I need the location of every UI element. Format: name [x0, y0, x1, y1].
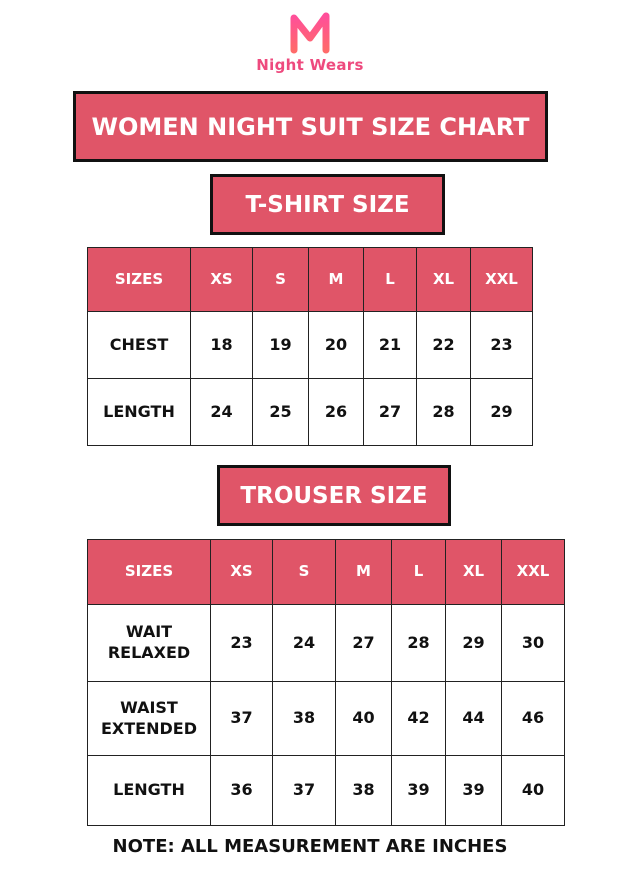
trouser-heading: TROUSER SIZE	[217, 465, 451, 526]
size-value: 24	[190, 378, 253, 446]
size-value: 22	[416, 311, 471, 379]
column-header: XS	[210, 539, 273, 605]
brand-logo: Night Wears	[250, 12, 370, 74]
measurement-note: NOTE: ALL MEASUREMENT ARE INCHES	[112, 836, 508, 857]
size-value: 36	[210, 755, 273, 826]
row-label: WAIST EXTENDED	[87, 681, 211, 756]
table-row: WAIT RELAXED 23 24 27 28 29 30	[87, 604, 565, 682]
column-header: XS	[190, 247, 253, 312]
header-row: SIZES XS S M L XL XXL	[87, 539, 565, 605]
tshirt-heading: T-SHIRT SIZE	[210, 174, 445, 235]
size-value: 19	[252, 311, 309, 379]
header-row: SIZES XS S M L XL XXL	[87, 247, 533, 312]
size-value: 24	[272, 604, 336, 682]
column-header: M	[335, 539, 392, 605]
size-value: 29	[445, 604, 502, 682]
column-header: M	[308, 247, 364, 312]
size-value: 26	[308, 378, 364, 446]
size-value: 39	[445, 755, 502, 826]
size-value: 21	[363, 311, 417, 379]
size-value: 37	[272, 755, 336, 826]
tshirt-size-table: SIZES XS S M L XL XXL CHEST 18 19 20 21 22 23 LENGTH 24…	[87, 247, 533, 446]
size-value: 23	[210, 604, 273, 682]
size-value: 37	[210, 681, 273, 756]
size-value: 40	[335, 681, 392, 756]
column-header: L	[363, 247, 417, 312]
size-value: 46	[501, 681, 565, 756]
column-header: XXL	[470, 247, 533, 312]
size-value: 18	[190, 311, 253, 379]
size-value: 44	[445, 681, 502, 756]
page-title: WOMEN NIGHT SUIT SIZE CHART	[73, 91, 548, 162]
table-row: WAIST EXTENDED 37 38 40 42 44 46	[87, 681, 565, 756]
column-header: XL	[445, 539, 502, 605]
table-row: LENGTH 24 25 26 27 28 29	[87, 378, 533, 446]
size-value: 39	[391, 755, 446, 826]
size-value: 30	[501, 604, 565, 682]
brand-name: Night Wears	[256, 56, 364, 74]
row-label: LENGTH	[87, 755, 211, 826]
size-value: 23	[470, 311, 533, 379]
column-header: S	[272, 539, 336, 605]
size-value: 38	[272, 681, 336, 756]
size-value: 28	[391, 604, 446, 682]
row-label: CHEST	[87, 311, 191, 379]
column-header: SIZES	[87, 539, 211, 605]
size-value: 20	[308, 311, 364, 379]
row-label: LENGTH	[87, 378, 191, 446]
column-header: XXL	[501, 539, 565, 605]
night-wears-logo-icon	[290, 12, 330, 54]
size-value: 27	[335, 604, 392, 682]
trouser-size-table: SIZES XS S M L XL XXL WAIT RELAXED 23 24 27 28 29 30 W…	[87, 539, 565, 826]
column-header: XL	[416, 247, 471, 312]
size-value: 38	[335, 755, 392, 826]
size-value: 27	[363, 378, 417, 446]
size-value: 42	[391, 681, 446, 756]
size-value: 25	[252, 378, 309, 446]
table-row: LENGTH 36 37 38 39 39 40	[87, 755, 565, 826]
column-header: SIZES	[87, 247, 191, 312]
size-value: 28	[416, 378, 471, 446]
size-value: 29	[470, 378, 533, 446]
row-label: WAIT RELAXED	[87, 604, 211, 682]
column-header: L	[391, 539, 446, 605]
table-row: CHEST 18 19 20 21 22 23	[87, 311, 533, 379]
size-value: 40	[501, 755, 565, 826]
column-header: S	[252, 247, 309, 312]
